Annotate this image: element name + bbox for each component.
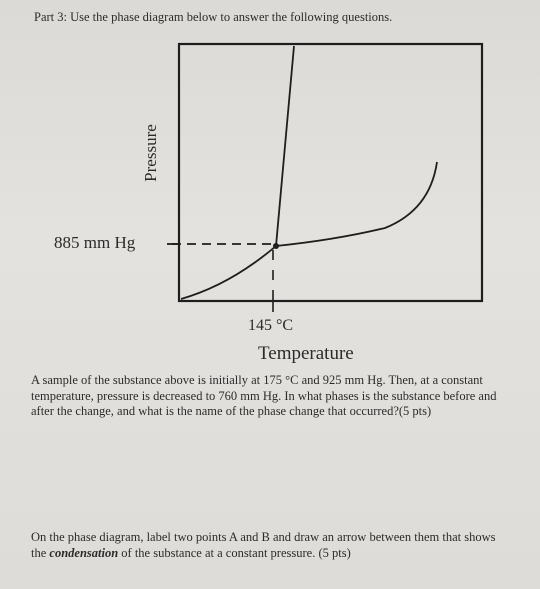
x-axis-label: Temperature	[258, 343, 354, 364]
pressure-tick-label: 885 mm Hg	[54, 233, 136, 252]
y-axis-label: Pressure	[141, 124, 160, 182]
question-2-text-end: of the substance at a constant pressure.…	[118, 545, 351, 560]
vaporization-curve	[275, 161, 438, 247]
fusion-curve	[275, 45, 295, 247]
triple-point	[273, 243, 279, 249]
part-heading: Part 3: Use the phase diagram below to a…	[34, 10, 393, 24]
question-2: On the phase diagram, label two points A…	[31, 530, 511, 561]
question-2-text-start: On the phase diagram, label two points A…	[31, 530, 496, 560]
diagram-frame	[177, 42, 484, 303]
sublimation-curve	[180, 245, 277, 300]
temperature-tick-label: 145 °C	[248, 317, 294, 334]
question-2-emphasis: condensation	[49, 545, 119, 560]
question-1: A sample of the substance above is initi…	[31, 373, 497, 418]
